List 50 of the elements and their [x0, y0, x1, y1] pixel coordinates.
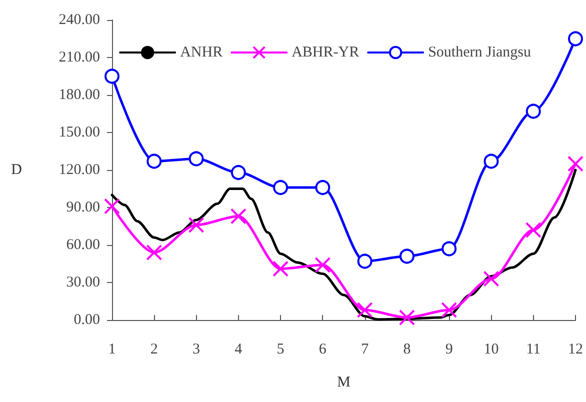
point	[104, 198, 120, 214]
x-tick-label: 10	[484, 342, 499, 358]
point	[526, 104, 541, 119]
point	[104, 68, 120, 84]
y-axis-title: D	[11, 162, 22, 178]
point	[484, 154, 499, 169]
point	[146, 244, 162, 260]
point	[146, 154, 162, 169]
point	[230, 208, 246, 224]
y-tick-label: 60.00	[66, 237, 100, 253]
y-tick-label: 90.00	[66, 200, 100, 216]
point	[568, 156, 584, 172]
point	[230, 165, 246, 180]
point	[315, 180, 330, 195]
point	[314, 257, 331, 273]
point	[483, 270, 500, 287]
x-axis-title: M	[337, 374, 350, 390]
x-tick-label: 5	[276, 342, 284, 358]
y-tick-label: 150.00	[58, 124, 100, 140]
x-tick-label: 11	[526, 342, 541, 358]
point	[399, 248, 414, 264]
y-tick-label: 0.00	[74, 312, 100, 328]
x-tick-label: 7	[361, 342, 370, 358]
y-tick-label: 180.00	[58, 87, 100, 103]
point	[398, 310, 415, 326]
point	[273, 180, 288, 195]
y-tick-label: 210.00	[58, 50, 100, 66]
point	[357, 254, 372, 269]
y-tick-label: 30.00	[66, 274, 100, 290]
point	[441, 302, 458, 318]
y-tick-label: 120.00	[58, 162, 100, 178]
point	[442, 241, 457, 256]
point	[188, 151, 204, 166]
x-tick-label: 1	[108, 342, 116, 358]
legend-label: ABHR-YR	[292, 44, 360, 60]
x-tick-label: 12	[568, 342, 583, 358]
x-tick-label: 8	[403, 342, 411, 358]
x-tick-label: 2	[150, 342, 158, 358]
x-tick-label: 6	[318, 342, 327, 358]
x-tick-label: 4	[234, 342, 243, 358]
point	[188, 217, 204, 233]
legend-label: Southern Jiangsu	[428, 44, 532, 60]
legend-label: ANHR	[180, 44, 223, 60]
y-tick-label: 240.00	[58, 12, 100, 28]
point	[568, 31, 583, 46]
point	[272, 260, 289, 277]
x-tick-label: 9	[445, 342, 453, 358]
x-tick-label: 3	[192, 342, 200, 358]
point	[356, 302, 373, 318]
point	[525, 222, 542, 238]
